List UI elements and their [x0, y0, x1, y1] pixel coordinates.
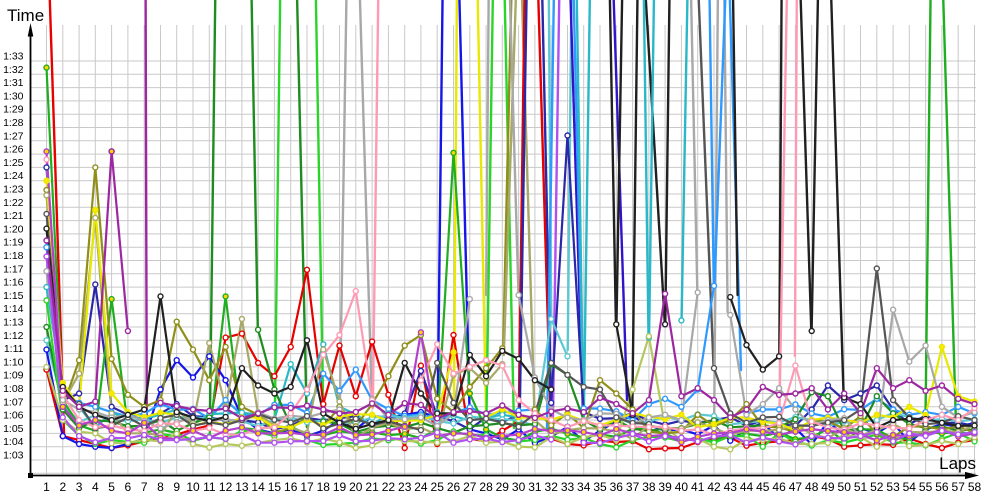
svg-text:1:15: 1:15: [3, 290, 24, 302]
svg-text:35: 35: [593, 480, 607, 494]
svg-text:1:08: 1:08: [3, 383, 24, 395]
svg-text:18: 18: [317, 480, 331, 494]
svg-text:30: 30: [512, 480, 526, 494]
svg-text:1:21: 1:21: [3, 210, 24, 222]
svg-text:42: 42: [707, 480, 721, 494]
svg-text:15: 15: [268, 480, 282, 494]
svg-text:1:19: 1:19: [3, 237, 24, 249]
svg-text:58: 58: [968, 480, 982, 494]
svg-text:47: 47: [789, 480, 803, 494]
svg-text:39: 39: [658, 480, 672, 494]
svg-text:23: 23: [398, 480, 412, 494]
svg-text:1:14: 1:14: [3, 303, 24, 315]
svg-text:13: 13: [235, 480, 249, 494]
svg-text:57: 57: [952, 480, 966, 494]
svg-text:20: 20: [349, 480, 363, 494]
svg-text:Time: Time: [7, 6, 44, 25]
svg-text:4: 4: [92, 480, 99, 494]
svg-text:1:31: 1:31: [3, 77, 24, 89]
svg-text:3: 3: [76, 480, 83, 494]
svg-text:9: 9: [173, 480, 180, 494]
svg-text:1:29: 1:29: [3, 104, 24, 116]
svg-text:1:10: 1:10: [3, 356, 24, 368]
svg-text:38: 38: [642, 480, 656, 494]
svg-text:8: 8: [157, 480, 164, 494]
svg-text:27: 27: [463, 480, 477, 494]
svg-text:28: 28: [479, 480, 493, 494]
svg-text:31: 31: [528, 480, 542, 494]
svg-text:43: 43: [724, 480, 738, 494]
svg-text:40: 40: [675, 480, 689, 494]
svg-text:51: 51: [854, 480, 868, 494]
svg-text:1:23: 1:23: [3, 184, 24, 196]
svg-text:1:18: 1:18: [3, 250, 24, 262]
svg-text:50: 50: [838, 480, 852, 494]
svg-text:1:05: 1:05: [3, 423, 24, 435]
svg-text:32: 32: [545, 480, 559, 494]
svg-text:19: 19: [333, 480, 347, 494]
svg-text:5: 5: [108, 480, 115, 494]
svg-text:1:13: 1:13: [3, 317, 24, 329]
svg-text:7: 7: [141, 480, 148, 494]
svg-text:1:24: 1:24: [3, 170, 24, 182]
svg-text:1:17: 1:17: [3, 263, 24, 275]
svg-text:1:12: 1:12: [3, 330, 24, 342]
svg-text:45: 45: [756, 480, 770, 494]
svg-text:Laps: Laps: [939, 454, 976, 473]
svg-text:53: 53: [886, 480, 900, 494]
svg-text:52: 52: [870, 480, 884, 494]
svg-text:48: 48: [805, 480, 819, 494]
svg-text:54: 54: [903, 480, 917, 494]
svg-text:1:27: 1:27: [3, 130, 24, 142]
svg-text:12: 12: [219, 480, 233, 494]
svg-text:1:22: 1:22: [3, 197, 24, 209]
svg-text:17: 17: [300, 480, 314, 494]
svg-text:1:20: 1:20: [3, 223, 24, 235]
svg-text:56: 56: [935, 480, 949, 494]
svg-text:1:32: 1:32: [3, 64, 24, 76]
svg-text:1:25: 1:25: [3, 157, 24, 169]
svg-text:1:11: 1:11: [4, 343, 24, 355]
svg-text:36: 36: [610, 480, 624, 494]
svg-text:55: 55: [919, 480, 933, 494]
svg-text:44: 44: [740, 480, 754, 494]
svg-text:33: 33: [561, 480, 575, 494]
svg-text:1:04: 1:04: [3, 436, 24, 448]
svg-text:16: 16: [284, 480, 298, 494]
svg-text:1:33: 1:33: [3, 51, 24, 63]
svg-text:1:26: 1:26: [3, 144, 24, 156]
svg-text:2: 2: [59, 480, 66, 494]
svg-text:22: 22: [382, 480, 396, 494]
svg-text:14: 14: [251, 480, 265, 494]
svg-text:25: 25: [431, 480, 445, 494]
svg-text:26: 26: [447, 480, 461, 494]
svg-text:46: 46: [772, 480, 786, 494]
svg-text:1:28: 1:28: [3, 117, 24, 129]
svg-text:1:16: 1:16: [3, 277, 24, 289]
svg-text:21: 21: [365, 480, 379, 494]
svg-text:49: 49: [821, 480, 835, 494]
svg-text:10: 10: [186, 480, 200, 494]
svg-text:1:03: 1:03: [3, 450, 24, 462]
svg-text:37: 37: [626, 480, 640, 494]
svg-text:34: 34: [577, 480, 591, 494]
svg-text:41: 41: [691, 480, 705, 494]
svg-text:1:07: 1:07: [3, 396, 24, 408]
svg-text:1:30: 1:30: [3, 90, 24, 102]
svg-text:1:06: 1:06: [3, 410, 24, 422]
svg-text:24: 24: [414, 480, 428, 494]
svg-text:1:09: 1:09: [3, 370, 24, 382]
svg-text:1: 1: [43, 480, 50, 494]
svg-text:11: 11: [203, 480, 216, 494]
svg-text:29: 29: [496, 480, 510, 494]
svg-text:6: 6: [125, 480, 132, 494]
